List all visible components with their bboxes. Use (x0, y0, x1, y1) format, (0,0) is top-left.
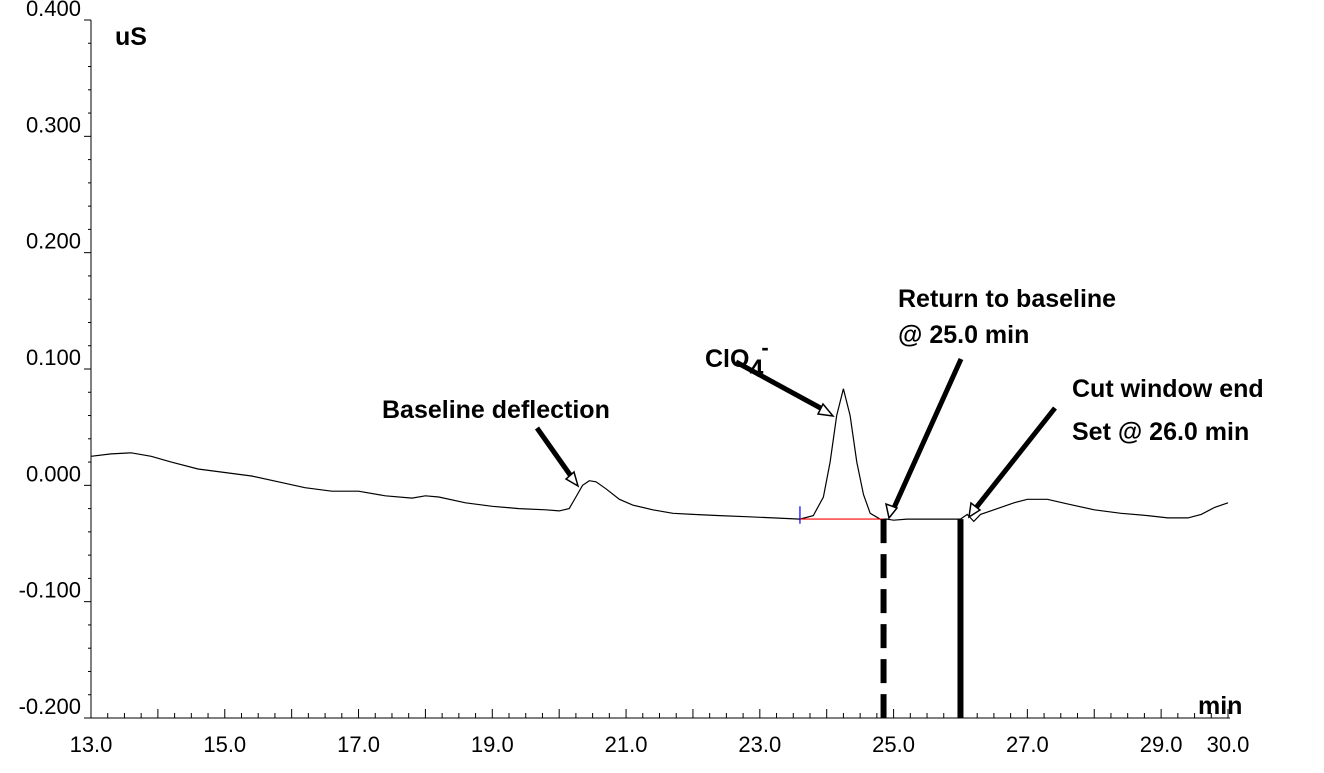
x-tick-label: 30.0 (1207, 732, 1250, 757)
annotation-return-arrow (890, 357, 964, 512)
x-axis-ticks: 13.0 15.0 17.0 19.0 21.0 23.0 25.0 27.0 29.0 30.0 (70, 709, 1250, 757)
annotation-return-line2: @ 25.0 min (898, 321, 1029, 349)
x-tick-label: 13.0 (70, 732, 113, 757)
annotation-return-line1: Return to baseline (898, 285, 1116, 313)
y-tick-label: -0.200 (19, 694, 81, 719)
annotation-clo4-arrow (734, 359, 828, 414)
y-axis-ticks: 0.400 0.300 0.200 0.100 0.000 -0.100 -0.200 (19, 0, 91, 719)
y-axis-unit-label: uS (115, 23, 147, 51)
annotation-baseline-deflection-arrow (534, 426, 576, 481)
annotation-baseline-deflection-text: Baseline deflection (382, 396, 610, 424)
y-tick-label: 0.200 (26, 229, 81, 254)
annotation-clo4-superscript: - (761, 335, 768, 360)
annotation-clo4-main: ClO (705, 345, 749, 373)
annotation-return-to-baseline: Return to baseline @ 25.0 min (884, 285, 1116, 520)
annotation-clo4: ClO4- (705, 335, 835, 417)
y-tick-label: 0.400 (26, 0, 81, 21)
arrowhead-icon (884, 502, 899, 520)
y-tick-label: 0.300 (26, 112, 81, 137)
y-tick-label: 0.100 (26, 345, 81, 370)
x-tick-label: 25.0 (872, 732, 915, 757)
x-tick-label: 23.0 (738, 732, 781, 757)
annotation-cut-line2: Set @ 26.0 min (1072, 418, 1249, 446)
x-axis-unit-label: min (1198, 692, 1242, 720)
annotation-baseline-deflection: Baseline deflection (382, 396, 610, 488)
arrowhead-icon (968, 501, 982, 519)
arrowhead-icon (564, 470, 580, 488)
annotation-clo4-text: ClO4- (705, 335, 769, 383)
annotation-cut-arrow (973, 406, 1057, 511)
annotation-cut-window-end: Cut window end Set @ 26.0 min (968, 375, 1264, 519)
plot-area (90, 388, 1229, 718)
y-tick-label: -0.100 (19, 578, 81, 603)
x-tick-label: 29.0 (1140, 732, 1183, 757)
x-tick-label: 27.0 (1006, 732, 1049, 757)
x-tick-label: 15.0 (203, 732, 246, 757)
y-tick-label: 0.000 (26, 461, 81, 486)
x-tick-label: 17.0 (337, 732, 380, 757)
arrowhead-icon (816, 402, 835, 417)
annotation-cut-line1: Cut window end (1072, 375, 1264, 403)
x-tick-label: 21.0 (605, 732, 648, 757)
signal-trace (90, 388, 1229, 523)
x-tick-label: 19.0 (471, 732, 514, 757)
